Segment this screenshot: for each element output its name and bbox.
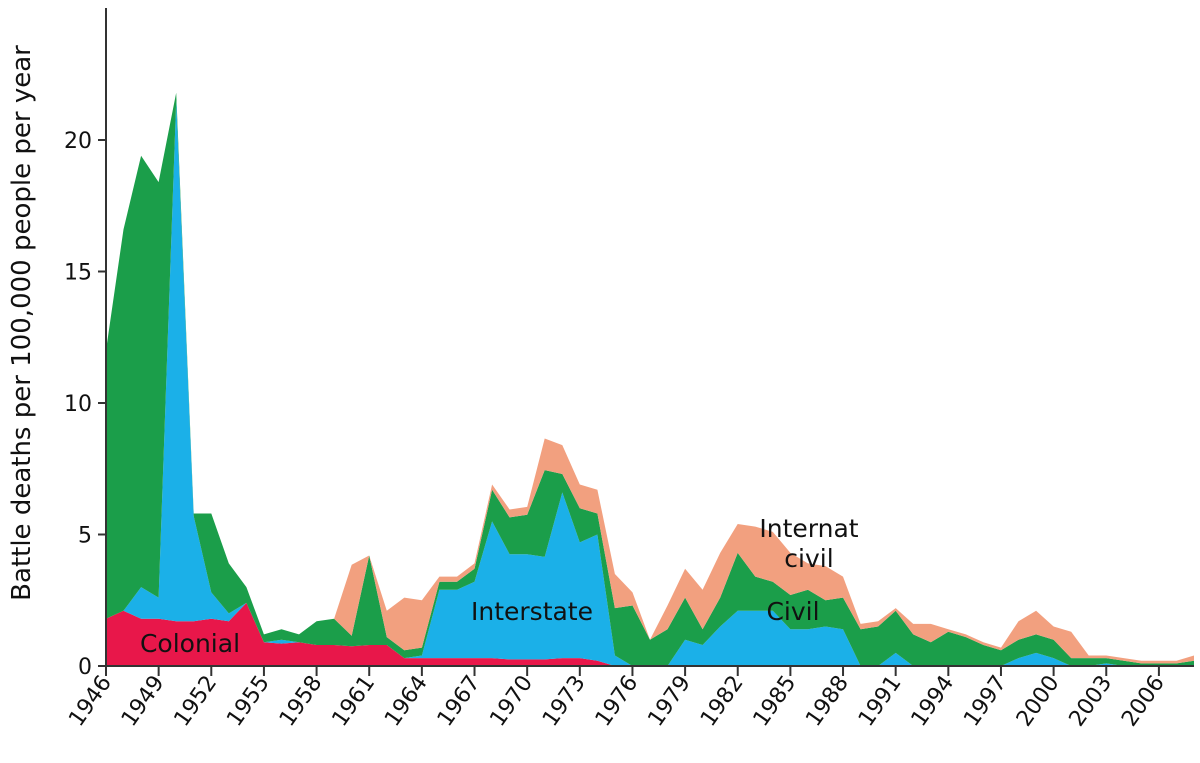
x-tick-label: 2006	[1117, 671, 1170, 731]
x-tick-label: 1946	[64, 671, 117, 731]
x-tick-label: 1973	[538, 671, 591, 731]
area-internat-civil	[106, 92, 1194, 664]
y-tick-label: 0	[78, 655, 92, 680]
x-tick-label: 1955	[222, 671, 275, 731]
x-tick-label: 1991	[854, 671, 907, 731]
area-interstate	[106, 100, 1194, 666]
x-tick-label: 2003	[1065, 671, 1118, 731]
series-label-colonial: Colonial	[140, 629, 240, 658]
y-axis-ticks: 0 5 10 15 20	[64, 129, 106, 680]
x-tick-label: 1988	[801, 671, 854, 731]
x-tick-label: 1997	[959, 671, 1012, 731]
x-tick-label: 1982	[696, 671, 749, 731]
x-tick-label: 1958	[275, 671, 328, 731]
x-tick-label: 1985	[749, 671, 802, 731]
x-tick-label: 1961	[328, 671, 381, 731]
x-tick-label: 1949	[117, 671, 170, 731]
series-label-interstate: Interstate	[471, 597, 593, 626]
x-tick-label: 1979	[643, 671, 696, 731]
x-tick-label: 2000	[1012, 671, 1065, 731]
y-tick-label: 10	[64, 392, 92, 417]
area-colonial	[106, 602, 1194, 666]
x-axis-ticks: 1946 1949 1952 1955 1958 1961 1964 1967 1970 1973…	[64, 666, 1170, 731]
series-labels: Colonial Interstate Civil Internat civil	[140, 514, 859, 658]
series-label-civil: Civil	[766, 597, 819, 626]
x-tick-label: 1970	[485, 671, 538, 731]
area-civil	[106, 92, 1194, 666]
x-tick-label: 1976	[591, 671, 644, 731]
x-tick-label: 1994	[907, 671, 960, 731]
y-tick-label: 20	[64, 129, 92, 154]
y-tick-label: 5	[78, 524, 92, 549]
x-tick-label: 1964	[380, 671, 433, 731]
y-tick-label: 15	[64, 261, 92, 286]
x-tick-label: 1952	[170, 671, 223, 731]
series-label-internat-civil: Internat civil	[759, 514, 858, 573]
y-axis-label: Battle deaths per 100,000 people per yea…	[7, 45, 37, 601]
area-layer	[106, 92, 1194, 666]
x-tick-label: 1967	[433, 671, 486, 731]
